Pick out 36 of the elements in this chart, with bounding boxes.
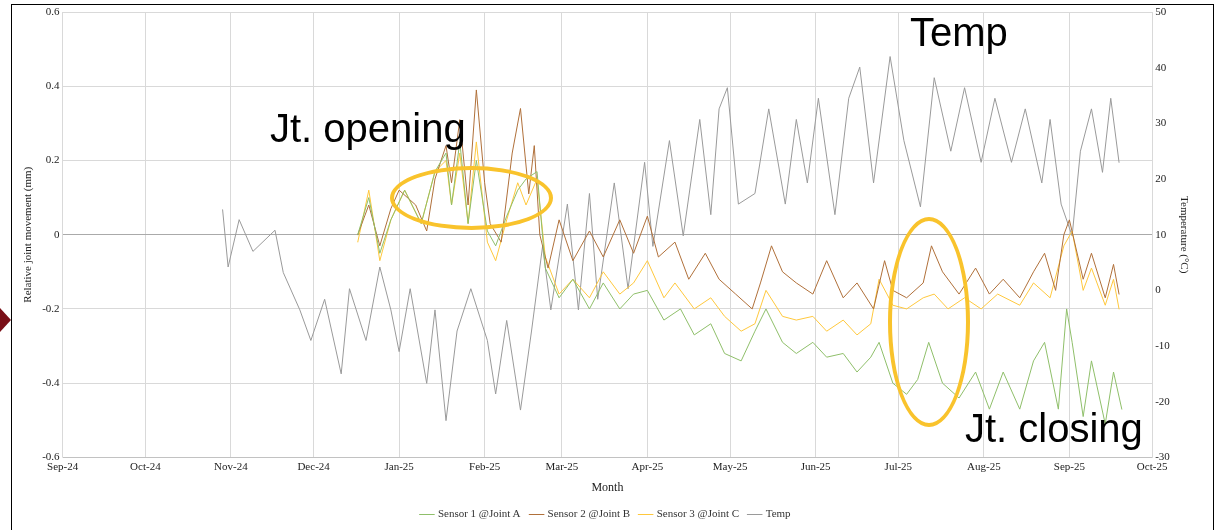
x-tick-label: Apr-25 (631, 459, 664, 472)
y-tick-label: -0.4 (42, 376, 61, 389)
legend-label: Sensor 1 @Joint A (437, 507, 521, 520)
y-tick-label: 0.6 (45, 4, 61, 17)
annotation: Temp (910, 10, 1008, 54)
x-tick-label: Dec-24 (297, 459, 331, 472)
annotation: Jt. closing (965, 406, 1143, 450)
y-tick-label: 0.2 (45, 153, 60, 166)
legend-label: Sensor 2 @Joint B (547, 507, 631, 520)
y2-tick-label: 40 (1155, 60, 1167, 73)
y-tick-label: 0.4 (45, 79, 61, 92)
legend-label: Sensor 3 @Joint C (656, 507, 740, 520)
y2-tick-label: -10 (1155, 338, 1171, 351)
x-tick-label: Feb-25 (469, 459, 501, 472)
annotation: Jt. opening (270, 106, 466, 150)
x-tick-label: Sep-25 (1053, 459, 1086, 472)
x-tick-label: Nov-24 (214, 459, 249, 472)
y2-tick-label: 30 (1155, 116, 1167, 129)
y2-tick-label: 10 (1155, 227, 1167, 240)
x-tick-label: Jan-25 (384, 459, 415, 472)
x-tick-label: Oct-24 (130, 459, 162, 472)
y2-tick-label: -20 (1155, 394, 1171, 407)
x-axis-title: Month (591, 479, 624, 494)
y2-tick-label: 0 (1155, 283, 1162, 296)
x-tick-label: Jul-25 (884, 459, 913, 472)
y-tick-label: -0.2 (42, 301, 60, 314)
x-tick-label: Jun-25 (800, 459, 832, 472)
y-axis-title: Relative joint movement (mm) (21, 166, 35, 303)
legend-label: Temp (765, 507, 792, 520)
y2-tick-label: 20 (1155, 171, 1167, 184)
y2-tick-label: 50 (1155, 4, 1167, 17)
x-tick-label: May-25 (712, 459, 749, 472)
x-tick-label: Mar-25 (545, 459, 579, 472)
y2-axis-title: Temperature (°C) (1177, 196, 1191, 274)
x-tick-label: Aug-25 (967, 459, 1002, 472)
y-tick-label: 0 (54, 227, 61, 240)
